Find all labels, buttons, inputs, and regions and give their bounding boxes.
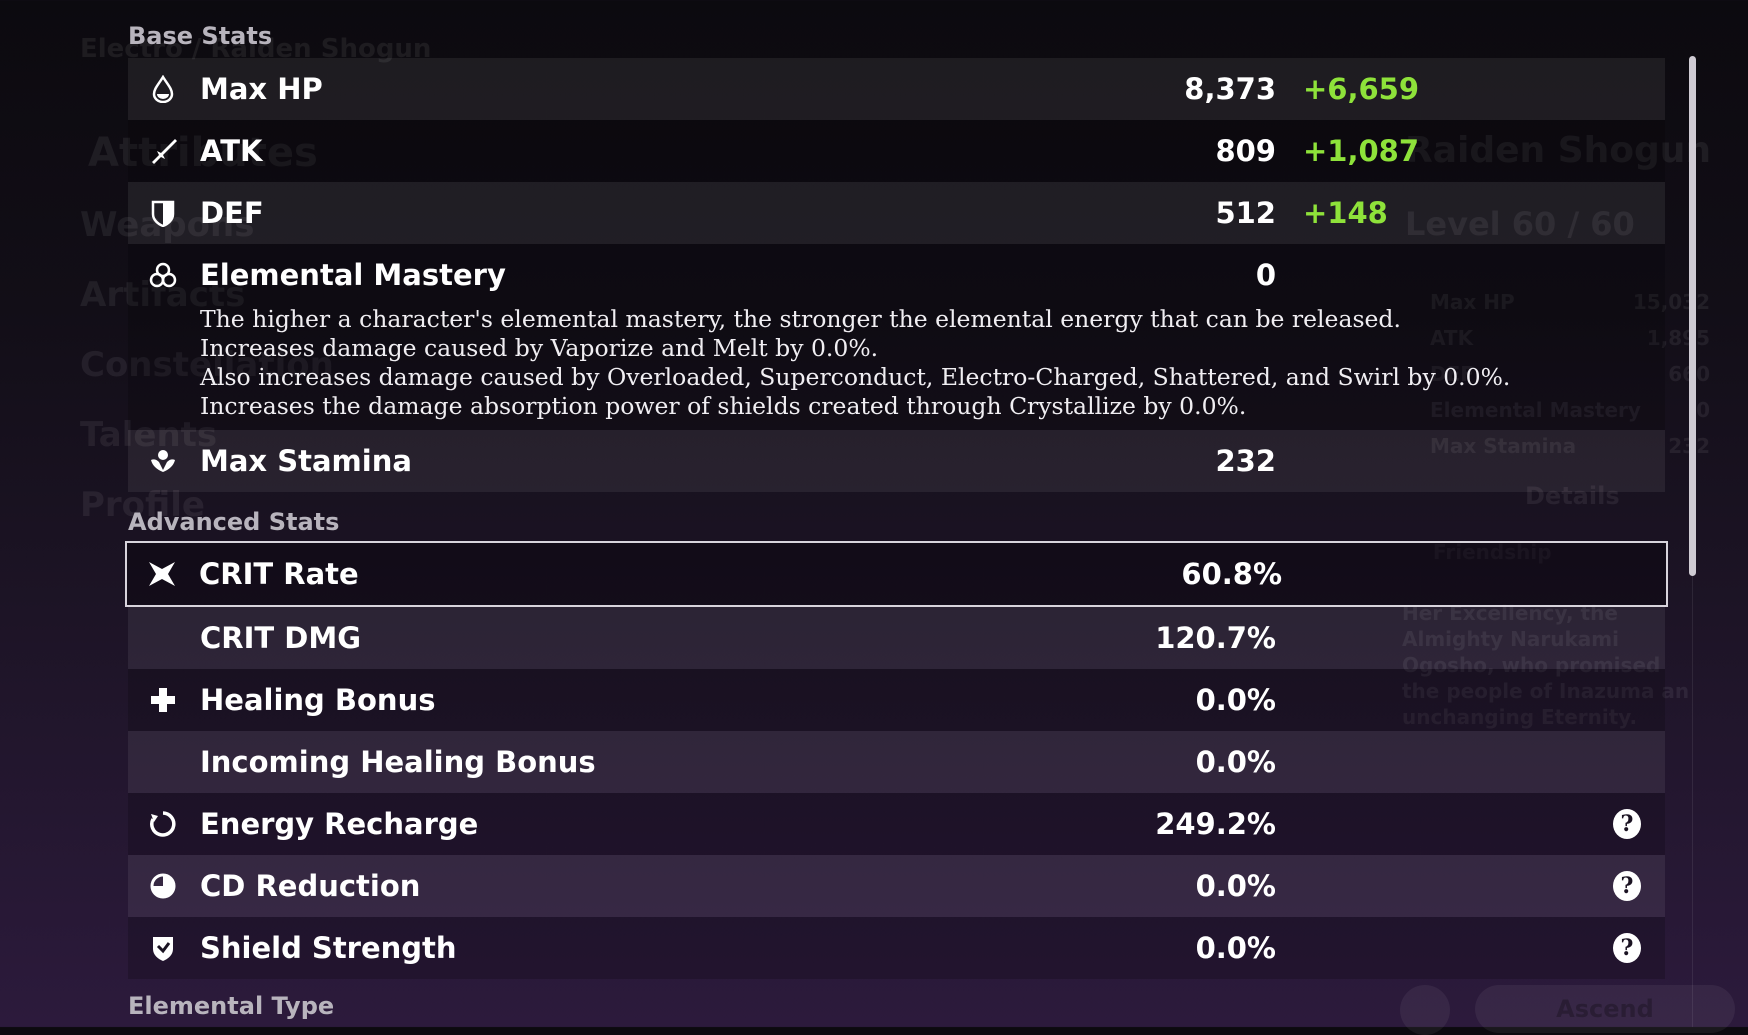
cd-reduction-icon xyxy=(148,871,178,901)
details-button[interactable]: Details xyxy=(1525,482,1620,510)
stat-value: 512 xyxy=(1215,196,1276,230)
character-description: Her Excellency, the Almighty Narukami Og… xyxy=(1402,601,1690,729)
stat-bonus: +6,659 xyxy=(1303,72,1420,106)
character-level: Level 60 / 60 xyxy=(1405,205,1635,243)
advanced-stats-heading: Advanced Stats xyxy=(128,508,340,536)
stat-value: 249.2% xyxy=(1155,807,1276,841)
crit-rate-icon xyxy=(147,559,177,589)
stat-row-crit-dmg[interactable]: CRIT DMG 120.7% xyxy=(128,607,1665,669)
hp-drop-icon xyxy=(148,74,178,104)
stat-label: Incoming Healing Bonus xyxy=(200,745,596,779)
stat-value: 120.7% xyxy=(1155,621,1276,655)
stat-value: 0 xyxy=(1255,258,1276,292)
stat-row-energy-recharge[interactable]: Energy Recharge 249.2% ? xyxy=(128,793,1665,855)
stat-value: 232 xyxy=(1215,444,1276,478)
scrollbar[interactable] xyxy=(1689,56,1696,576)
stat-label: Max Stamina xyxy=(200,444,412,478)
help-icon[interactable]: ? xyxy=(1613,871,1641,901)
menu-attributes[interactable]: Attributes xyxy=(88,130,318,176)
character-name: Raiden Shogun xyxy=(1405,130,1712,171)
breadcrumb: Electro / Raiden Shogun xyxy=(80,34,432,64)
stat-label: Shield Strength xyxy=(200,931,457,965)
stat-row-max-hp: Max HP 8,373 +6,659 xyxy=(128,58,1665,120)
stat-value: 60.8% xyxy=(1181,557,1282,591)
shield-icon xyxy=(148,198,178,228)
stat-label: Energy Recharge xyxy=(200,807,479,841)
shield-strength-icon xyxy=(148,933,178,963)
stat-label: Healing Bonus xyxy=(200,683,436,717)
stat-label: CD Reduction xyxy=(200,869,421,903)
stat-label: CRIT Rate xyxy=(199,557,359,591)
stat-label: DEF xyxy=(200,196,264,230)
stat-label: ATK xyxy=(200,134,263,168)
stat-value: 0.0% xyxy=(1195,745,1276,779)
stat-row-max-stamina: Max Stamina 232 xyxy=(128,430,1665,492)
healing-cross-icon xyxy=(148,685,178,715)
stat-value: 0.0% xyxy=(1195,683,1276,717)
help-icon[interactable]: ? xyxy=(1613,933,1641,963)
outfit-button[interactable] xyxy=(1400,985,1450,1035)
menu-profile[interactable]: Profile xyxy=(80,485,205,525)
menu-constellation[interactable]: Constellation xyxy=(80,345,334,385)
elemental-mastery-icon xyxy=(148,260,178,290)
sword-icon xyxy=(148,136,178,166)
stat-value: 809 xyxy=(1215,134,1276,168)
stat-row-healing-bonus[interactable]: Healing Bonus 0.0% xyxy=(128,669,1665,731)
elemental-mastery-description: The higher a character's elemental maste… xyxy=(200,305,1511,420)
stat-label: Max HP xyxy=(200,72,323,106)
stat-row-incoming-healing-bonus[interactable]: Incoming Healing Bonus 0.0% xyxy=(128,731,1665,793)
help-icon[interactable]: ? xyxy=(1613,809,1641,839)
base-stats-heading: Base Stats xyxy=(128,22,273,50)
elemental-type-heading: Elemental Type xyxy=(128,992,335,1020)
stat-row-def: DEF 512 +148 xyxy=(128,182,1665,244)
stat-row-atk: ATK 809 +1,087 xyxy=(128,120,1665,182)
stat-value: 8,373 xyxy=(1184,72,1276,106)
stamina-icon xyxy=(148,446,178,476)
energy-recharge-icon xyxy=(148,809,178,839)
stat-bonus: +148 xyxy=(1303,196,1388,230)
stat-row-cd-reduction[interactable]: CD Reduction 0.0% ? xyxy=(128,855,1665,917)
menu-talents[interactable]: Talents xyxy=(80,415,218,455)
scroll-track xyxy=(1692,576,1693,1027)
stat-label: CRIT DMG xyxy=(200,621,362,655)
summary-labels: Max HP ATK DEF Elemental Mastery Max Stamina xyxy=(1430,290,1641,458)
stat-label: Elemental Mastery xyxy=(200,258,506,292)
stat-row-elemental-mastery: Elemental Mastery 0 xyxy=(128,244,1665,430)
ascend-button[interactable]: Ascend xyxy=(1475,985,1735,1033)
stat-value: 0.0% xyxy=(1195,869,1276,903)
stat-bonus: +1,087 xyxy=(1303,134,1420,168)
stat-row-shield-strength[interactable]: Shield Strength 0.0% ? xyxy=(128,917,1665,979)
stat-row-crit-rate[interactable]: CRIT Rate 60.8% xyxy=(125,541,1668,607)
stat-value: 0.0% xyxy=(1195,931,1276,965)
